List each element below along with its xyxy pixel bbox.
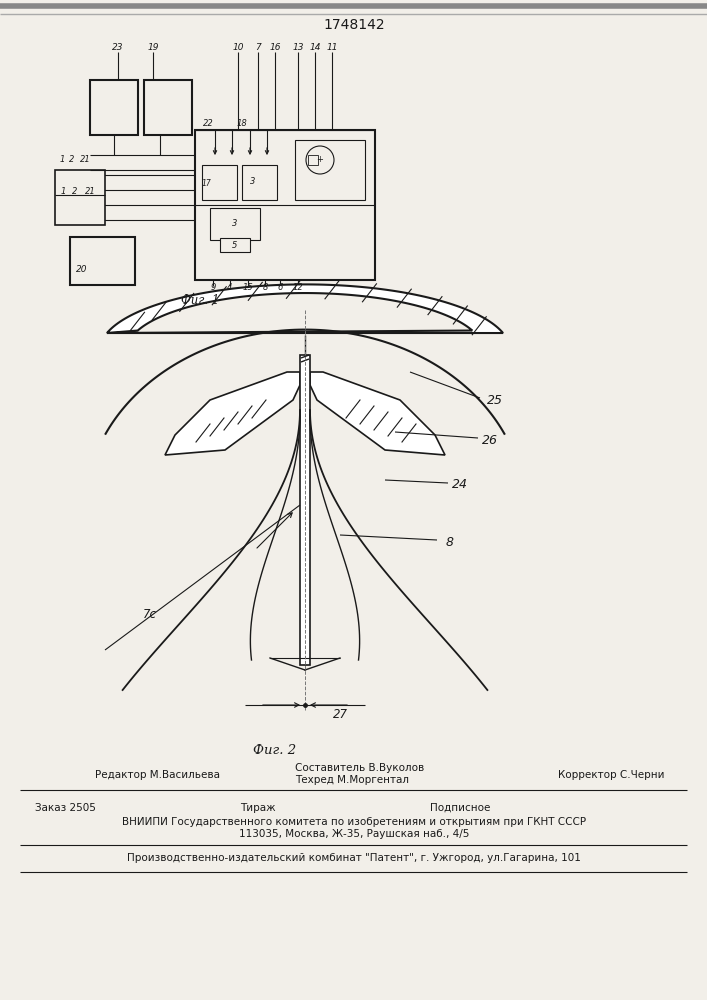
- Text: 7c: 7c: [143, 608, 157, 621]
- Bar: [70, 237, 135, 285]
- Text: 8: 8: [262, 284, 268, 292]
- Text: 3: 3: [233, 220, 238, 229]
- Polygon shape: [165, 372, 300, 455]
- Text: 16: 16: [269, 43, 281, 52]
- Text: Техред М.Моргентал: Техред М.Моргентал: [295, 775, 409, 785]
- Text: 21: 21: [85, 186, 95, 196]
- Text: Фиг. 1: Фиг. 1: [181, 294, 219, 306]
- Text: 11: 11: [326, 43, 338, 52]
- Bar: [144, 80, 192, 135]
- Text: Заказ 2505: Заказ 2505: [35, 803, 96, 813]
- Text: 21: 21: [80, 155, 90, 164]
- Text: 1748142: 1748142: [323, 18, 385, 32]
- Text: 18: 18: [237, 118, 247, 127]
- Text: 24: 24: [452, 479, 468, 491]
- Text: 27: 27: [332, 708, 348, 722]
- Text: 23: 23: [112, 43, 124, 52]
- Text: 20: 20: [76, 265, 88, 274]
- Polygon shape: [310, 372, 445, 455]
- Text: 2: 2: [72, 186, 78, 196]
- Text: 14: 14: [309, 43, 321, 52]
- Text: Фиг. 2: Фиг. 2: [253, 744, 296, 756]
- Text: 3: 3: [250, 178, 256, 186]
- Bar: [295, 140, 365, 200]
- Text: ВНИИПИ Государственного комитета по изобретениям и открытиям при ГКНТ СССР: ВНИИПИ Государственного комитета по изоб…: [122, 817, 586, 827]
- Bar: [308, 155, 318, 165]
- Bar: [210, 208, 260, 240]
- Text: Производственно-издательский комбинат "Патент", г. Ужгород, ул.Гагарина, 101: Производственно-издательский комбинат "П…: [127, 853, 581, 863]
- Text: 113035, Москва, Ж-35, Раушская наб., 4/5: 113035, Москва, Ж-35, Раушская наб., 4/5: [239, 829, 469, 839]
- Bar: [90, 80, 138, 135]
- Text: 25: 25: [487, 393, 503, 406]
- Bar: [195, 130, 375, 280]
- Text: 2: 2: [69, 155, 75, 164]
- Text: 7: 7: [255, 43, 261, 52]
- Text: Составитель В.Вуколов: Составитель В.Вуколов: [295, 763, 424, 773]
- Text: 1: 1: [59, 155, 64, 164]
- Text: 10: 10: [233, 43, 244, 52]
- Polygon shape: [107, 284, 503, 333]
- Bar: [55, 170, 105, 225]
- Bar: [300, 355, 310, 665]
- Text: Корректор С.Черни: Корректор С.Черни: [558, 770, 665, 780]
- Text: 5: 5: [233, 241, 238, 250]
- Bar: [242, 165, 277, 200]
- Text: 19: 19: [147, 43, 159, 52]
- Text: 26: 26: [482, 434, 498, 446]
- Text: 22: 22: [203, 118, 214, 127]
- Text: 13: 13: [292, 43, 304, 52]
- Text: 4: 4: [228, 284, 233, 292]
- Text: 15: 15: [243, 284, 253, 292]
- Text: +: +: [317, 154, 323, 163]
- Bar: [220, 238, 250, 252]
- Text: 8: 8: [446, 536, 454, 548]
- Text: Тираж: Тираж: [240, 803, 276, 813]
- Text: Подписное: Подписное: [430, 803, 491, 813]
- Text: Редактор М.Васильева: Редактор М.Васильева: [95, 770, 220, 780]
- Text: 1: 1: [60, 186, 66, 196]
- Text: 12: 12: [293, 284, 303, 292]
- Text: 6: 6: [277, 284, 283, 292]
- Text: 17: 17: [202, 178, 212, 188]
- Text: 9: 9: [210, 284, 216, 292]
- Bar: [202, 165, 237, 200]
